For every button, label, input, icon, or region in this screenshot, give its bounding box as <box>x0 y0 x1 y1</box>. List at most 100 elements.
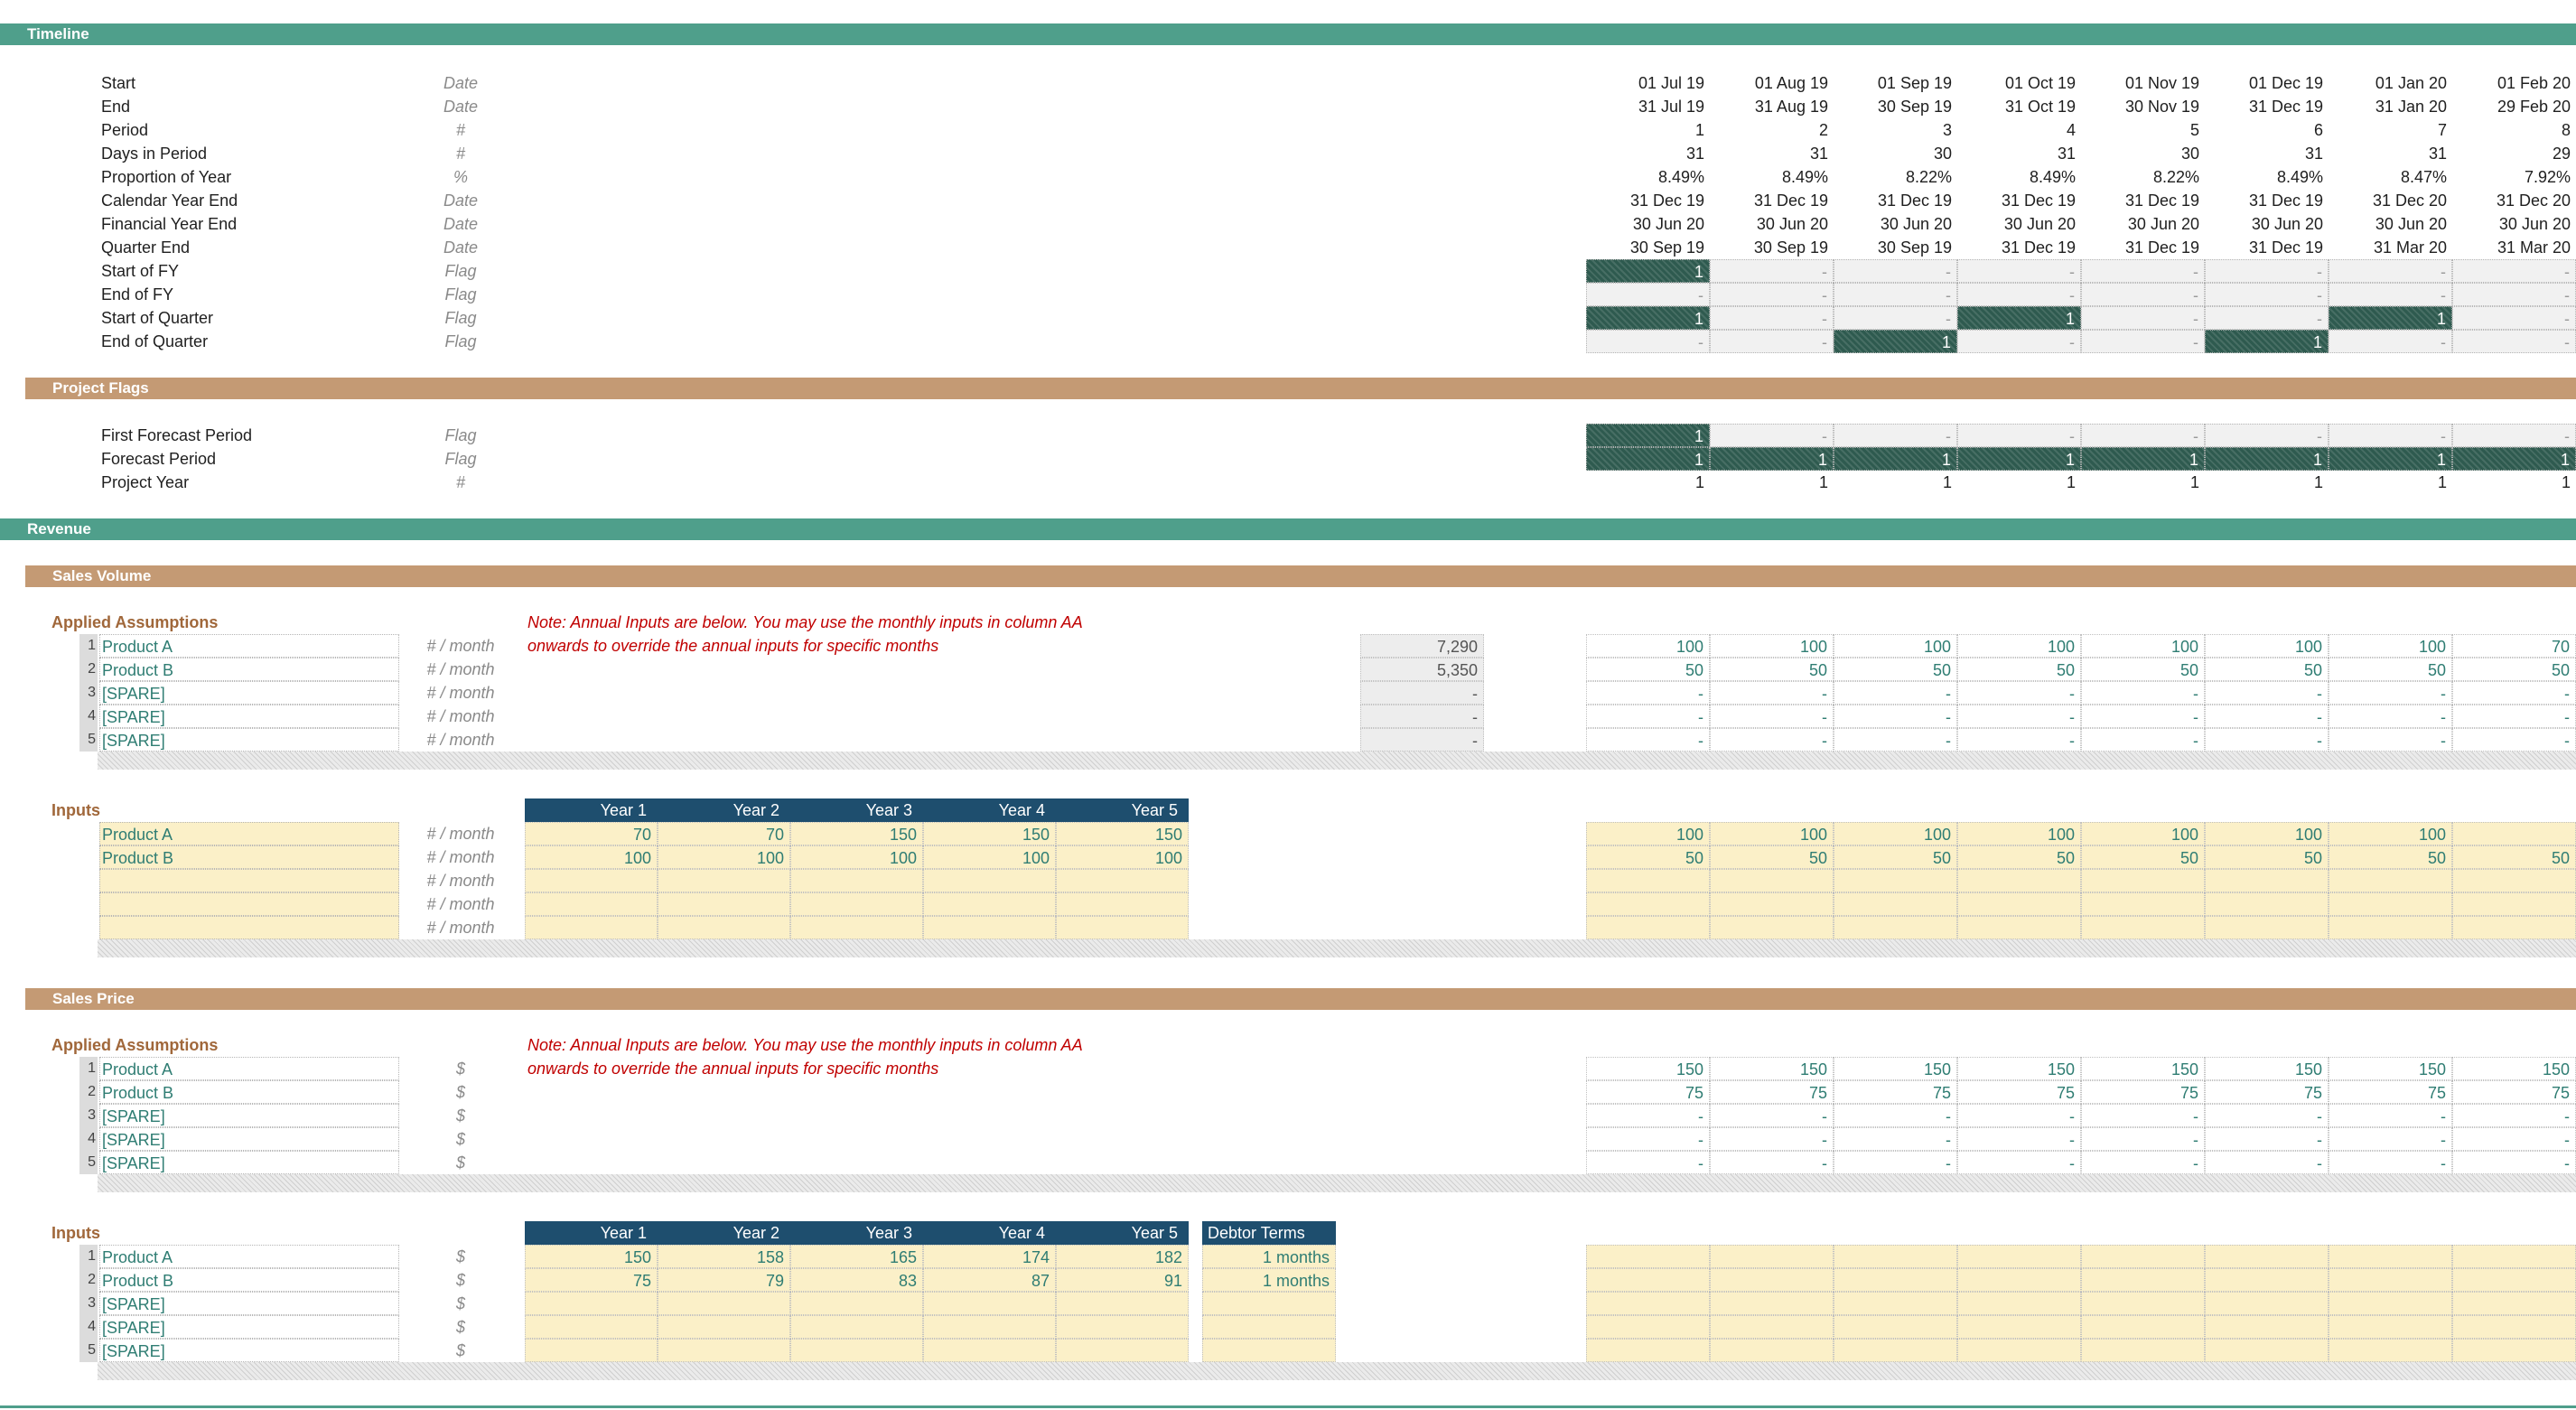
timeline-cell[interactable]: 31 Dec 19 <box>2124 191 2199 210</box>
monthly-input-cell[interactable] <box>2329 1268 2452 1292</box>
flag-cell[interactable]: 1 <box>1586 306 1710 330</box>
volume-cell[interactable]: - <box>2329 705 2452 728</box>
year-input-cell[interactable] <box>525 869 658 892</box>
flag-cell[interactable]: - <box>2329 330 2452 353</box>
flag-cell[interactable]: - <box>1834 259 1957 283</box>
price-cell[interactable]: 75 <box>1834 1080 1957 1104</box>
monthly-input-cell[interactable] <box>2081 1339 2205 1362</box>
volume-total[interactable]: - <box>1360 705 1484 728</box>
monthly-input-cell[interactable] <box>1586 1292 1710 1315</box>
timeline-cell[interactable]: 30 Jun 20 <box>2251 215 2323 233</box>
timeline-cell[interactable]: 30 Jun 20 <box>2498 215 2571 233</box>
monthly-input-cell[interactable] <box>1834 1245 1957 1268</box>
flag-cell[interactable]: - <box>2452 306 2576 330</box>
year-input-cell[interactable]: 150 <box>923 822 1056 845</box>
timeline-cell[interactable]: 30 Sep 19 <box>1877 98 1952 116</box>
flag-cell[interactable]: - <box>1957 330 2081 353</box>
price-cell[interactable]: 150 <box>2329 1057 2452 1080</box>
input-product-name[interactable] <box>99 869 399 892</box>
input-product-name[interactable] <box>99 892 399 916</box>
timeline-cell[interactable]: 31 Dec 19 <box>1877 191 1952 210</box>
flag-cell[interactable]: - <box>1710 306 1834 330</box>
monthly-input-cell[interactable] <box>1834 1315 1957 1339</box>
monthly-input-cell[interactable] <box>1957 1268 2081 1292</box>
timeline-cell[interactable]: 4 <box>2066 121 2076 139</box>
volume-cell[interactable]: - <box>2452 728 2576 752</box>
timeline-cell[interactable]: 01 Jan 20 <box>2375 74 2447 92</box>
year-input-cell[interactable]: 100 <box>525 845 658 869</box>
volume-cell[interactable]: 50 <box>2205 658 2329 681</box>
year-input-cell[interactable] <box>1056 1315 1189 1339</box>
flag-cell[interactable]: - <box>1586 283 1710 306</box>
year-input-cell[interactable] <box>525 1339 658 1362</box>
price-cell[interactable]: - <box>1957 1104 2081 1127</box>
monthly-input-cell[interactable] <box>2452 869 2576 892</box>
year-input-cell[interactable] <box>923 1339 1056 1362</box>
product-name[interactable]: Product B <box>99 1080 399 1104</box>
project-cell[interactable]: 1 <box>2205 447 2329 471</box>
timeline-cell[interactable]: 30 Sep 19 <box>1753 238 1828 257</box>
monthly-input-cell[interactable] <box>1957 916 2081 939</box>
monthly-input-cell[interactable]: 100 <box>2329 822 2452 845</box>
timeline-cell[interactable]: 8.22% <box>2152 168 2199 186</box>
project-cell[interactable]: 1 <box>1818 473 1828 491</box>
volume-total[interactable]: - <box>1360 681 1484 705</box>
monthly-input-cell[interactable] <box>1586 1245 1710 1268</box>
year-input-cell[interactable] <box>923 892 1056 916</box>
project-cell[interactable]: - <box>1834 424 1957 447</box>
monthly-input-cell[interactable] <box>2452 822 2576 845</box>
input-product-name[interactable]: Product B <box>99 845 399 869</box>
project-cell[interactable]: 1 <box>2452 447 2576 471</box>
monthly-input-cell[interactable] <box>2329 1245 2452 1268</box>
monthly-input-cell[interactable] <box>2452 892 2576 916</box>
project-cell[interactable]: 1 <box>1710 447 1834 471</box>
price-cell[interactable]: - <box>2329 1104 2452 1127</box>
input-product-name[interactable] <box>99 916 399 939</box>
year-input-cell[interactable]: 100 <box>1056 845 1189 869</box>
year-input-cell[interactable] <box>790 892 923 916</box>
monthly-input-cell[interactable] <box>2205 1315 2329 1339</box>
monthly-input-cell[interactable]: 100 <box>1957 822 2081 845</box>
volume-cell[interactable]: 100 <box>1834 634 1957 658</box>
project-cell[interactable]: 1 <box>1834 447 1957 471</box>
monthly-input-cell[interactable] <box>1710 916 1834 939</box>
monthly-input-cell[interactable]: 50 <box>2329 845 2452 869</box>
monthly-input-cell[interactable] <box>1710 1292 1834 1315</box>
debtor-terms-cell[interactable] <box>1202 1292 1336 1315</box>
monthly-input-cell[interactable] <box>2081 1268 2205 1292</box>
monthly-input-cell[interactable] <box>2452 916 2576 939</box>
price-cell[interactable]: 75 <box>1957 1080 2081 1104</box>
timeline-cell[interactable]: 31 <box>2428 145 2447 163</box>
product-name[interactable]: Product A <box>99 1057 399 1080</box>
price-cell[interactable]: - <box>2452 1104 2576 1127</box>
timeline-cell[interactable]: 30 Jun 20 <box>1880 215 1952 233</box>
timeline-cell[interactable]: 29 <box>2552 145 2571 163</box>
timeline-cell[interactable]: 30 Sep 19 <box>1629 238 1704 257</box>
price-cell[interactable]: - <box>2081 1151 2205 1174</box>
timeline-cell[interactable]: 31 Dec 19 <box>1753 191 1828 210</box>
price-cell[interactable]: 75 <box>2329 1080 2452 1104</box>
volume-cell[interactable]: - <box>2452 681 2576 705</box>
monthly-input-cell[interactable] <box>2205 1339 2329 1362</box>
volume-cell[interactable]: - <box>1586 728 1710 752</box>
monthly-input-cell[interactable] <box>1834 869 1957 892</box>
flag-cell[interactable]: - <box>1957 283 2081 306</box>
volume-cell[interactable]: - <box>1834 705 1957 728</box>
price-cell[interactable]: - <box>1834 1151 1957 1174</box>
debtor-terms-cell[interactable] <box>1202 1315 1336 1339</box>
monthly-input-cell[interactable] <box>1710 1339 1834 1362</box>
monthly-input-cell[interactable] <box>1586 1339 1710 1362</box>
year-input-cell[interactable] <box>525 1315 658 1339</box>
price-cell[interactable]: 75 <box>2452 1080 2576 1104</box>
price-cell[interactable]: - <box>2205 1151 2329 1174</box>
monthly-input-cell[interactable] <box>2205 916 2329 939</box>
timeline-cell[interactable]: 31 Dec 19 <box>2124 238 2199 257</box>
year-input-cell[interactable] <box>790 1292 923 1315</box>
volume-total[interactable]: 5,350 <box>1360 658 1484 681</box>
timeline-cell[interactable]: 31 Aug 19 <box>1754 98 1828 116</box>
product-name[interactable]: [SPARE] <box>99 705 399 728</box>
timeline-cell[interactable]: 01 Nov 19 <box>2124 74 2199 92</box>
monthly-input-cell[interactable] <box>1957 869 2081 892</box>
year-input-cell[interactable] <box>525 916 658 939</box>
price-cell[interactable]: 75 <box>1586 1080 1710 1104</box>
